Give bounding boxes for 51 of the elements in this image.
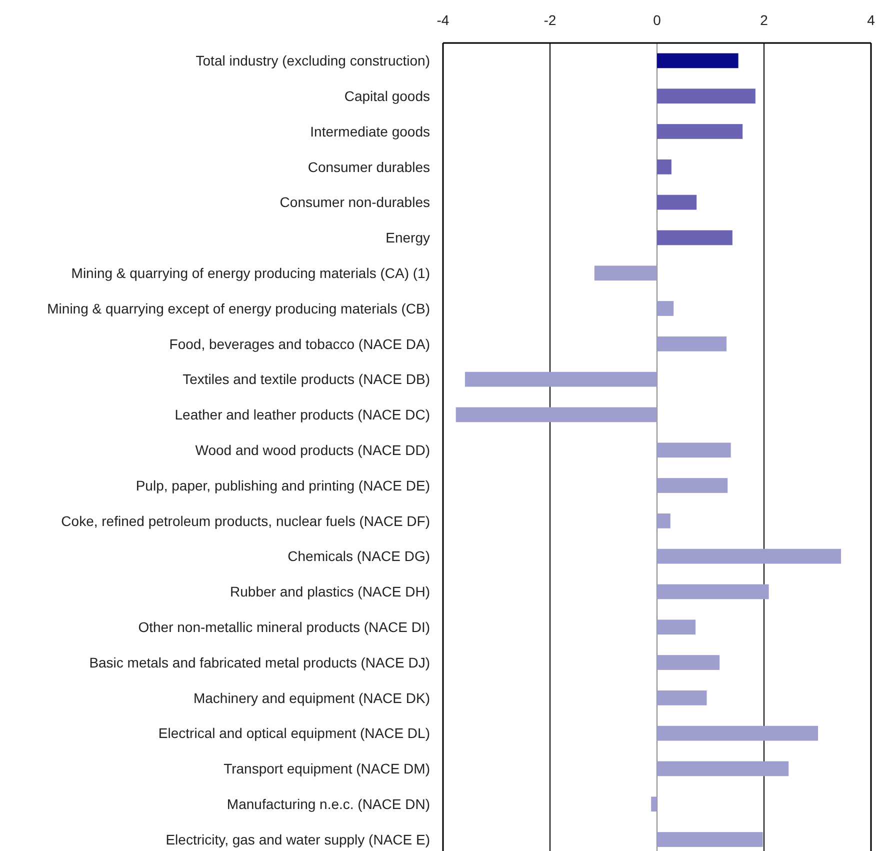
bar (657, 88, 756, 104)
y-tick-label: Textiles and textile products (NACE DB) (182, 371, 430, 388)
bar (657, 761, 789, 776)
bar (657, 620, 696, 635)
y-tick-label: Electrical and optical equipment (NACE DL) (158, 725, 430, 742)
y-tick-label: Other non-metallic mineral products (NACE DI) (138, 619, 430, 635)
bar (594, 266, 657, 281)
bar (657, 194, 697, 210)
bar (657, 124, 743, 139)
y-tick-label: Electricity, gas and water supply (NACE E) (166, 831, 430, 848)
y-tick-label: Basic metals and fabricated metal products (NACE DJ) (89, 654, 430, 670)
x-tick-label: 0 (653, 12, 662, 28)
y-tick-label: Consumer durables (308, 158, 430, 175)
x-tick-label: -2 (544, 12, 556, 28)
bar (456, 407, 657, 422)
y-tick-label: Pulp, paper, publishing and printing (NACE DE) (136, 477, 430, 494)
bar (657, 53, 738, 68)
bar (657, 655, 720, 670)
y-tick-label: Mining & quarrying except of energy producing materials (CB) (47, 300, 430, 316)
y-tick-label: Consumer non-durables (280, 194, 430, 210)
y-tick-label: Manufacturing n.e.c. (NACE DN) (226, 796, 430, 812)
bar (657, 301, 674, 316)
bar (657, 513, 670, 528)
y-tick-label: Chemicals (NACE DG) (288, 548, 430, 564)
bar (657, 230, 732, 246)
x-tick-label: 2 (760, 12, 768, 28)
y-tick-label: Wood and wood products (NACE DD) (195, 442, 430, 458)
y-tick-label: Rubber and plastics (NACE DH) (230, 584, 430, 600)
bar (657, 442, 731, 458)
y-tick-label: Transport equipment (NACE DM) (224, 760, 430, 777)
y-tick-label: Leather and leather products (NACE DC) (174, 406, 430, 423)
y-tick-label: Coke, refined petroleum products, nuclear fuels (NACE DF) (61, 512, 430, 529)
bar (657, 159, 672, 174)
bar (651, 796, 657, 812)
bar (657, 336, 727, 352)
bar (657, 832, 763, 847)
y-tick-label: Machinery and equipment (NACE DK) (193, 690, 430, 706)
y-tick-label: Intermediate goods (310, 123, 430, 140)
bar (657, 548, 842, 564)
bar (657, 690, 707, 706)
x-tick-label: 4 (867, 12, 876, 28)
y-tick-label: Mining & quarrying of energy producing materials (CA) (1) (71, 265, 430, 281)
bar (657, 726, 818, 741)
bar (464, 372, 657, 387)
bar (657, 478, 728, 493)
bar (657, 584, 769, 600)
x-tick-label: -4 (436, 12, 450, 28)
y-tick-label: Capital goods (344, 88, 430, 104)
y-tick-label: Total industry (excluding construction) (196, 52, 430, 69)
y-tick-label: Food, beverages and tobacco (NACE DA) (169, 336, 430, 352)
y-tick-label: Energy (386, 230, 430, 246)
